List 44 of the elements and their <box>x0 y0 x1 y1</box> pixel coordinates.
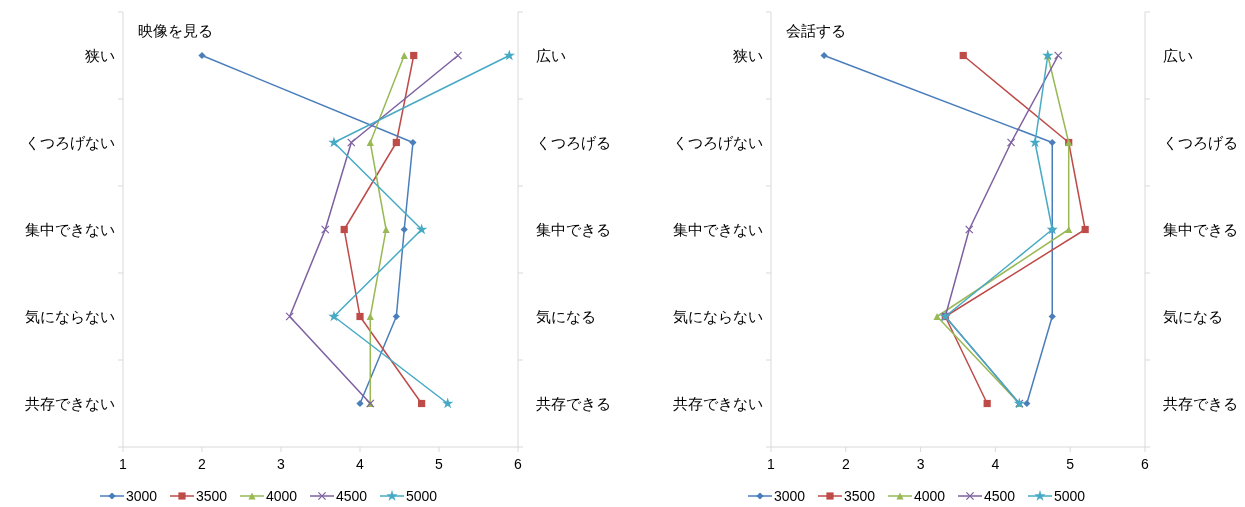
y2-tick-label: 広い <box>536 46 566 64</box>
y-tick-label: 気にならない <box>25 307 115 325</box>
legend-label: 3500 <box>844 488 876 504</box>
legend-label: 4000 <box>914 488 946 504</box>
legend-label: 4500 <box>336 488 368 504</box>
y2-tick-label: 広い <box>1163 46 1193 64</box>
y-tick-label: くつろげない <box>25 133 115 151</box>
x-tick-label: 5 <box>435 456 444 472</box>
y-tick-label: 共存できない <box>25 394 115 412</box>
y2-tick-label: 集中できる <box>536 220 611 238</box>
y-tick-label: 集中できない <box>25 220 115 238</box>
legend-label: 3000 <box>774 488 806 504</box>
y-tick-label: 気にならない <box>673 307 763 325</box>
y-tick-label: 狭い <box>733 46 763 64</box>
x-tick-label: 6 <box>514 456 523 472</box>
y-tick-label: 集中できない <box>673 220 763 238</box>
x-tick-label: 3 <box>277 456 286 472</box>
y-tick-label: 狭い <box>85 46 115 64</box>
text: 会話する <box>786 22 846 39</box>
legend-label: 5000 <box>406 488 438 504</box>
y2-tick-label: 気になる <box>1163 307 1223 325</box>
y-tick-label: 共存できない <box>673 394 763 412</box>
legend-label: 4500 <box>984 488 1016 504</box>
y2-tick-label: くつろげる <box>1163 133 1238 151</box>
y2-tick-label: くつろげる <box>536 133 611 151</box>
y2-tick-label: 気になる <box>536 307 596 325</box>
text: 映像を見る <box>138 22 213 39</box>
legend-label: 4000 <box>266 488 298 504</box>
x-tick-label: 4 <box>356 456 365 472</box>
x-tick-label: 5 <box>1066 456 1075 472</box>
legend-label: 3000 <box>126 488 158 504</box>
x-tick-label: 3 <box>916 456 925 472</box>
x-tick-label: 4 <box>991 456 1000 472</box>
y2-tick-label: 共存できる <box>536 394 611 412</box>
x-tick-label: 1 <box>119 456 128 472</box>
legend-label: 5000 <box>1054 488 1086 504</box>
legend-label: 3500 <box>196 488 228 504</box>
x-tick-label: 1 <box>767 456 776 472</box>
x-tick-label: 2 <box>841 456 850 472</box>
x-tick-label: 6 <box>1141 456 1150 472</box>
y2-tick-label: 共存できる <box>1163 394 1238 412</box>
y2-tick-label: 集中できる <box>1163 220 1238 238</box>
y-tick-label: くつろげない <box>673 133 763 151</box>
x-tick-label: 2 <box>198 456 207 472</box>
